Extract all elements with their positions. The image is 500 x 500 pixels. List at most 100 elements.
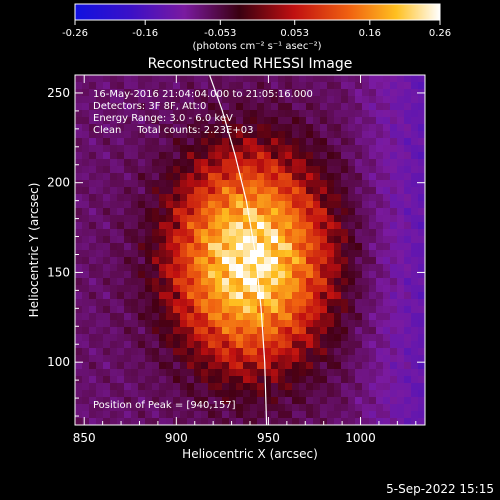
- heatmap-cell: [355, 306, 363, 314]
- heatmap-cell: [362, 152, 370, 160]
- heatmap-cell: [299, 82, 307, 90]
- heatmap-cell: [348, 159, 356, 167]
- heatmap-cell: [355, 138, 363, 146]
- heatmap-cell: [306, 89, 314, 97]
- heatmap-cell: [257, 376, 265, 384]
- heatmap-cell: [390, 418, 398, 425]
- heatmap-cell: [362, 355, 370, 363]
- heatmap-cell: [82, 159, 90, 167]
- heatmap-cell: [411, 173, 419, 181]
- heatmap-cell: [327, 208, 335, 216]
- heatmap-cell: [271, 166, 279, 174]
- heatmap-cell: [236, 117, 244, 125]
- heatmap-cell: [236, 348, 244, 356]
- heatmap-cell: [299, 96, 307, 104]
- heatmap-cell: [180, 75, 188, 83]
- heatmap-cell: [173, 222, 181, 230]
- heatmap-cell: [236, 215, 244, 223]
- heatmap-cell: [222, 362, 230, 370]
- heatmap-cell: [173, 145, 181, 153]
- heatmap-cell: [355, 404, 363, 412]
- heatmap-cell: [334, 390, 342, 398]
- heatmap-cell: [411, 278, 419, 286]
- heatmap-cell: [313, 124, 321, 132]
- heatmap-cell: [334, 334, 342, 342]
- heatmap-cell: [383, 306, 391, 314]
- heatmap-cell: [320, 397, 328, 405]
- heatmap-cell: [75, 362, 83, 370]
- heatmap-cell: [369, 117, 377, 125]
- heatmap-cell: [180, 355, 188, 363]
- heatmap-cell: [313, 222, 321, 230]
- heatmap-cell: [159, 271, 167, 279]
- heatmap-cell: [117, 194, 125, 202]
- heatmap-cell: [117, 117, 125, 125]
- heatmap-cell: [131, 313, 139, 321]
- heatmap-cell: [355, 299, 363, 307]
- heatmap-cell: [229, 306, 237, 314]
- heatmap-cell: [75, 236, 83, 244]
- heatmap-cell: [264, 397, 272, 405]
- colorbar-gradient: [75, 4, 440, 20]
- heatmap-cell: [376, 285, 384, 293]
- heatmap-cell: [369, 362, 377, 370]
- heatmap-cell: [166, 131, 174, 139]
- heatmap-cell: [257, 271, 265, 279]
- heatmap-cell: [299, 306, 307, 314]
- heatmap-cell: [299, 103, 307, 111]
- heatmap-cell: [166, 257, 174, 265]
- heatmap-cell: [327, 243, 335, 251]
- heatmap-cell: [124, 124, 132, 132]
- heatmap-cell: [306, 376, 314, 384]
- heatmap-cell: [320, 117, 328, 125]
- heatmap-cell: [320, 299, 328, 307]
- heatmap-cell: [215, 348, 223, 356]
- heatmap-cell: [320, 89, 328, 97]
- heatmap-cell: [117, 222, 125, 230]
- heatmap-cell: [96, 131, 104, 139]
- heatmap-cell: [82, 341, 90, 349]
- heatmap-cell: [138, 208, 146, 216]
- heatmap-cell: [89, 215, 97, 223]
- heatmap-cell: [362, 348, 370, 356]
- heatmap-cell: [278, 201, 286, 209]
- heatmap-cell: [404, 166, 412, 174]
- heatmap-cell: [243, 313, 251, 321]
- heatmap-cell: [250, 285, 258, 293]
- heatmap-cell: [250, 264, 258, 272]
- heatmap-cell: [201, 131, 209, 139]
- heatmap-cell: [271, 334, 279, 342]
- heatmap-cell: [166, 75, 174, 83]
- heatmap-cell: [348, 348, 356, 356]
- heatmap-cell: [131, 96, 139, 104]
- heatmap-cell: [383, 82, 391, 90]
- heatmap-cell: [138, 299, 146, 307]
- heatmap-cell: [264, 201, 272, 209]
- heatmap-cell: [292, 299, 300, 307]
- heatmap-cell: [138, 313, 146, 321]
- heatmap-cell: [145, 187, 153, 195]
- heatmap-cell: [292, 82, 300, 90]
- heatmap-cell: [138, 292, 146, 300]
- heatmap-cell: [404, 222, 412, 230]
- heatmap-cell: [145, 411, 153, 419]
- heatmap-cell: [306, 320, 314, 328]
- heatmap-cell: [271, 411, 279, 419]
- heatmap-cell: [341, 152, 349, 160]
- heatmap-cell: [215, 404, 223, 412]
- heatmap-cell: [145, 320, 153, 328]
- heatmap-cell: [82, 250, 90, 258]
- heatmap-cell: [152, 152, 160, 160]
- heatmap-cell: [313, 145, 321, 153]
- heatmap-cell: [124, 159, 132, 167]
- heatmap-cell: [369, 222, 377, 230]
- heatmap-cell: [299, 362, 307, 370]
- heatmap-cell: [320, 327, 328, 335]
- heatmap-cell: [397, 222, 405, 230]
- heatmap-cell: [306, 250, 314, 258]
- heatmap-cell: [110, 166, 118, 174]
- y-tick-label: 250: [47, 86, 70, 100]
- heatmap-cell: [159, 222, 167, 230]
- heatmap-cell: [376, 173, 384, 181]
- heatmap-cell: [117, 292, 125, 300]
